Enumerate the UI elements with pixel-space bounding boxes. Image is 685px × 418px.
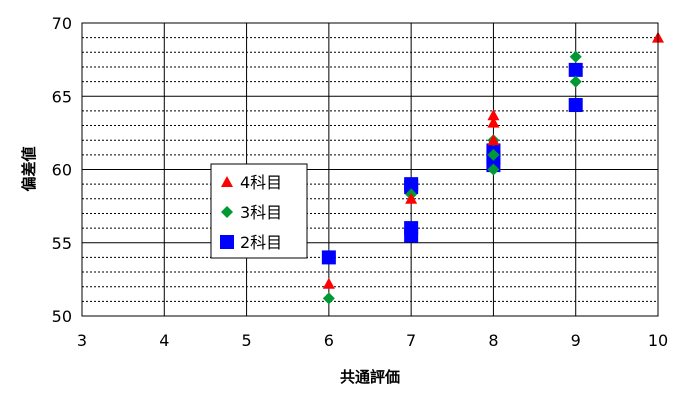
legend-label: 3科目 [240,203,282,222]
data-point-diamond [569,50,582,63]
y-tick-label: 50 [52,307,72,326]
data-point-triangle [322,277,335,289]
data-point-diamond [322,292,335,305]
y-tick-label: 65 [52,87,72,106]
plot-border [81,22,659,317]
y-tick-label: 70 [52,14,72,33]
legend: 4科目 3科目 2科目 [210,163,308,259]
legend-marker-diamond [221,206,233,218]
data-point-diamond [487,148,500,161]
y-tick-label: 60 [52,161,72,180]
x-tick-labels: 3 4 5 6 7 8 9 10 [77,331,668,350]
legend-label: 4科目 [240,173,282,192]
x-tick-label: 10 [648,331,668,350]
data-point-square [568,98,583,113]
data-point-triangle [487,116,500,128]
legend-marker-triangle [221,176,233,187]
x-tick-label: 6 [324,331,334,350]
data-point-square [404,221,419,236]
data-point-square [321,250,336,265]
y-tick-label: 55 [52,234,72,253]
y-tick-labels: 50 55 60 65 70 [52,14,72,326]
data-marks [321,31,664,305]
x-tick-label: 8 [488,331,498,350]
x-axis-title: 共通評価 [340,368,400,386]
data-point-diamond [487,163,500,176]
x-tick-label: 5 [241,331,251,350]
data-point-triangle [405,192,418,204]
x-tick-label: 3 [77,331,87,350]
y-axis-title: 偏差値 [20,146,38,191]
x-tick-label: 9 [571,331,581,350]
data-point-triangle [487,134,500,146]
data-point-square [568,62,583,77]
grid [82,23,658,316]
data-point-square [404,177,419,192]
data-point-diamond [569,75,582,88]
legend-label: 2科目 [240,233,282,252]
data-point-triangle [487,109,500,121]
x-tick-label: 7 [406,331,416,350]
x-tick-label: 4 [159,331,169,350]
legend-marker-square [220,235,234,249]
